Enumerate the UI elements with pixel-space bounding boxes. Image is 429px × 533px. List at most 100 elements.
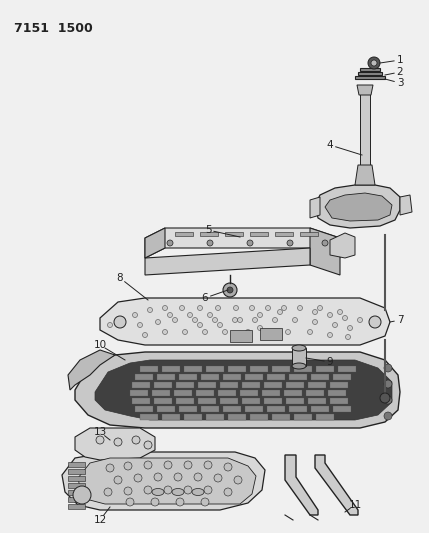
Circle shape <box>224 488 232 496</box>
Polygon shape <box>68 476 85 481</box>
Circle shape <box>167 312 172 318</box>
Circle shape <box>342 316 347 320</box>
Polygon shape <box>78 458 256 504</box>
Circle shape <box>204 486 212 494</box>
Circle shape <box>327 333 332 337</box>
Polygon shape <box>360 85 370 165</box>
Polygon shape <box>176 398 194 404</box>
Circle shape <box>257 326 263 330</box>
Polygon shape <box>95 360 392 420</box>
Polygon shape <box>245 374 263 380</box>
Circle shape <box>202 329 208 335</box>
Polygon shape <box>250 414 268 420</box>
Polygon shape <box>306 390 324 396</box>
Circle shape <box>287 240 293 246</box>
Ellipse shape <box>192 489 204 496</box>
Circle shape <box>172 318 178 322</box>
Polygon shape <box>289 374 307 380</box>
Circle shape <box>312 319 317 325</box>
Circle shape <box>266 329 271 335</box>
Circle shape <box>124 462 132 470</box>
Circle shape <box>233 305 239 311</box>
Polygon shape <box>184 414 202 420</box>
Circle shape <box>184 486 192 494</box>
Circle shape <box>144 441 152 449</box>
Polygon shape <box>355 165 375 185</box>
Circle shape <box>208 312 212 318</box>
Bar <box>260 328 282 340</box>
Polygon shape <box>250 232 268 236</box>
Polygon shape <box>206 414 224 420</box>
Polygon shape <box>228 366 246 372</box>
Polygon shape <box>174 390 192 396</box>
Polygon shape <box>162 414 180 420</box>
Circle shape <box>187 312 193 318</box>
Circle shape <box>297 305 302 311</box>
Circle shape <box>369 316 381 328</box>
Polygon shape <box>154 382 172 388</box>
Circle shape <box>155 319 160 325</box>
Polygon shape <box>264 398 282 404</box>
Polygon shape <box>272 414 290 420</box>
Circle shape <box>133 312 138 318</box>
Polygon shape <box>264 382 282 388</box>
Polygon shape <box>272 366 290 372</box>
Circle shape <box>108 322 112 327</box>
Polygon shape <box>196 390 214 396</box>
Text: 7151  1500: 7151 1500 <box>14 22 93 35</box>
Circle shape <box>224 463 232 471</box>
Circle shape <box>223 283 237 297</box>
Circle shape <box>371 60 377 66</box>
Polygon shape <box>179 406 197 412</box>
Polygon shape <box>308 398 326 404</box>
Polygon shape <box>68 350 115 390</box>
Circle shape <box>197 322 202 327</box>
Polygon shape <box>285 455 318 515</box>
Circle shape <box>250 305 254 311</box>
Polygon shape <box>275 232 293 236</box>
Polygon shape <box>310 197 320 218</box>
Polygon shape <box>218 390 236 396</box>
Circle shape <box>293 318 297 322</box>
Polygon shape <box>315 185 400 228</box>
Polygon shape <box>262 390 280 396</box>
Text: 4: 4 <box>327 140 333 150</box>
Polygon shape <box>135 374 153 380</box>
Circle shape <box>338 310 342 314</box>
Circle shape <box>345 335 350 340</box>
Polygon shape <box>300 232 318 236</box>
Circle shape <box>106 464 114 472</box>
Polygon shape <box>157 406 175 412</box>
Text: 9: 9 <box>327 357 333 367</box>
Circle shape <box>124 487 132 495</box>
Circle shape <box>247 240 253 246</box>
Circle shape <box>233 318 238 322</box>
Polygon shape <box>355 76 385 79</box>
Ellipse shape <box>292 345 306 351</box>
Circle shape <box>380 393 390 403</box>
Polygon shape <box>250 366 268 372</box>
Circle shape <box>126 498 134 506</box>
Circle shape <box>281 305 287 311</box>
Circle shape <box>312 310 317 314</box>
Polygon shape <box>175 232 193 236</box>
Polygon shape <box>294 366 312 372</box>
Polygon shape <box>135 406 153 412</box>
Circle shape <box>212 318 218 322</box>
Polygon shape <box>240 390 258 396</box>
Text: 6: 6 <box>202 293 208 303</box>
Circle shape <box>272 318 278 322</box>
Polygon shape <box>198 398 216 404</box>
Polygon shape <box>140 414 158 420</box>
Circle shape <box>347 326 353 330</box>
Circle shape <box>223 329 227 335</box>
Polygon shape <box>184 366 202 372</box>
Polygon shape <box>242 398 260 404</box>
Polygon shape <box>294 414 312 420</box>
Polygon shape <box>130 390 148 396</box>
Polygon shape <box>201 374 219 380</box>
Text: 5: 5 <box>205 225 211 235</box>
Text: 8: 8 <box>117 273 123 283</box>
Circle shape <box>134 474 142 482</box>
Polygon shape <box>100 298 390 345</box>
